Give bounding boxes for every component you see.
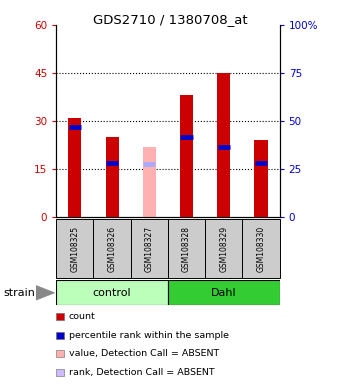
Text: GSM108328: GSM108328 [182, 226, 191, 271]
Text: GSM108329: GSM108329 [219, 225, 228, 272]
Bar [68, 118, 81, 217]
Text: count: count [69, 312, 95, 321]
Text: strain: strain [3, 288, 35, 298]
Bar [131, 219, 168, 278]
Text: rank, Detection Call = ABSENT: rank, Detection Call = ABSENT [69, 367, 214, 377]
Bar [254, 140, 268, 217]
Text: value, Detection Call = ABSENT: value, Detection Call = ABSENT [69, 349, 219, 358]
Bar [180, 95, 193, 217]
Text: percentile rank within the sample: percentile rank within the sample [69, 331, 229, 340]
Bar [93, 219, 131, 278]
Bar [168, 219, 205, 278]
Bar [106, 137, 119, 217]
Text: Dahl: Dahl [211, 288, 237, 298]
Bar [205, 219, 242, 278]
Polygon shape [36, 285, 55, 300]
Text: GDS2710 / 1380708_at: GDS2710 / 1380708_at [93, 13, 248, 26]
Text: GSM108327: GSM108327 [145, 225, 154, 272]
Text: GSM108326: GSM108326 [108, 225, 117, 272]
Bar [242, 219, 280, 278]
Bar [143, 147, 156, 217]
Bar [168, 280, 280, 305]
Bar [56, 280, 168, 305]
Text: GSM108325: GSM108325 [70, 225, 79, 272]
Bar [217, 73, 230, 217]
Text: GSM108330: GSM108330 [256, 225, 266, 272]
Bar [56, 219, 93, 278]
Text: control: control [93, 288, 131, 298]
